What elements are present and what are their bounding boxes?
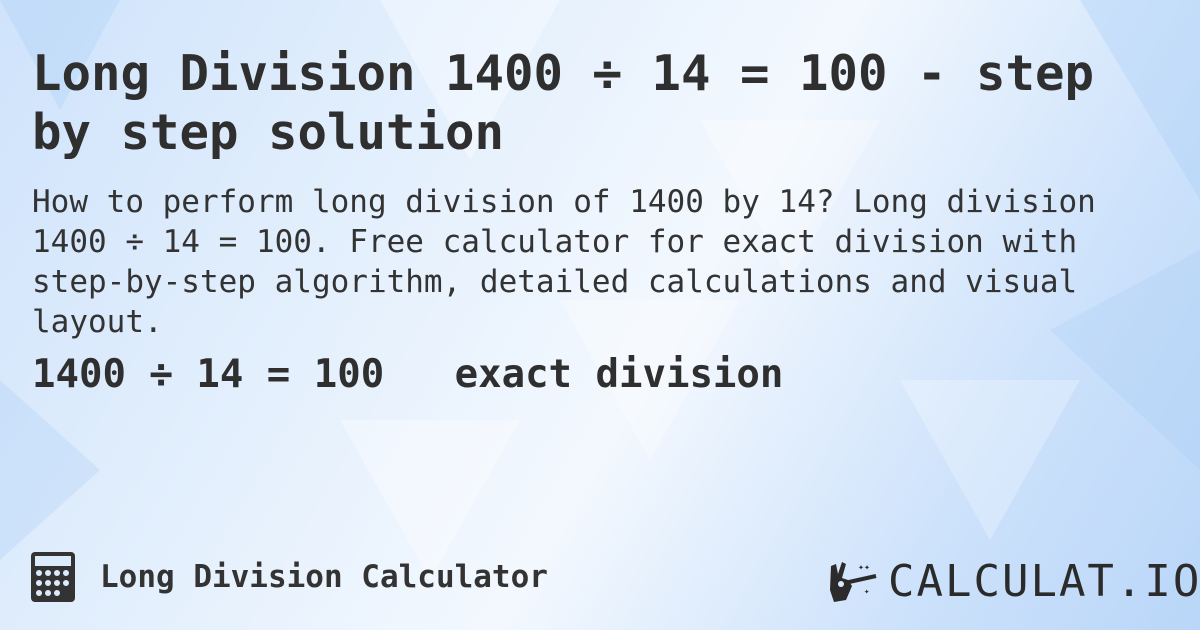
page-title: Long Division 1400 ÷ 14 = 100 - step by … (32, 45, 1095, 161)
logo-text: CALCULAT.IO (888, 556, 1200, 607)
result-line: 1400 ÷ 14 = 100 exact division (32, 352, 784, 397)
calculator-name: Long Division Calculator (100, 559, 548, 595)
calculator-label: Long Division Calculator (30, 551, 548, 603)
description: How to perform long division of 1400 by … (32, 184, 1096, 340)
calculat-io-logo[interactable]: ✦✦ ✦ CALCULAT.IO (828, 556, 1200, 607)
magic-wand-hand-icon: ✦✦ ✦ (830, 561, 877, 602)
svg-text:✦✦: ✦✦ (858, 562, 870, 573)
calculator-icon (31, 552, 75, 602)
svg-text:✦: ✦ (864, 587, 870, 597)
